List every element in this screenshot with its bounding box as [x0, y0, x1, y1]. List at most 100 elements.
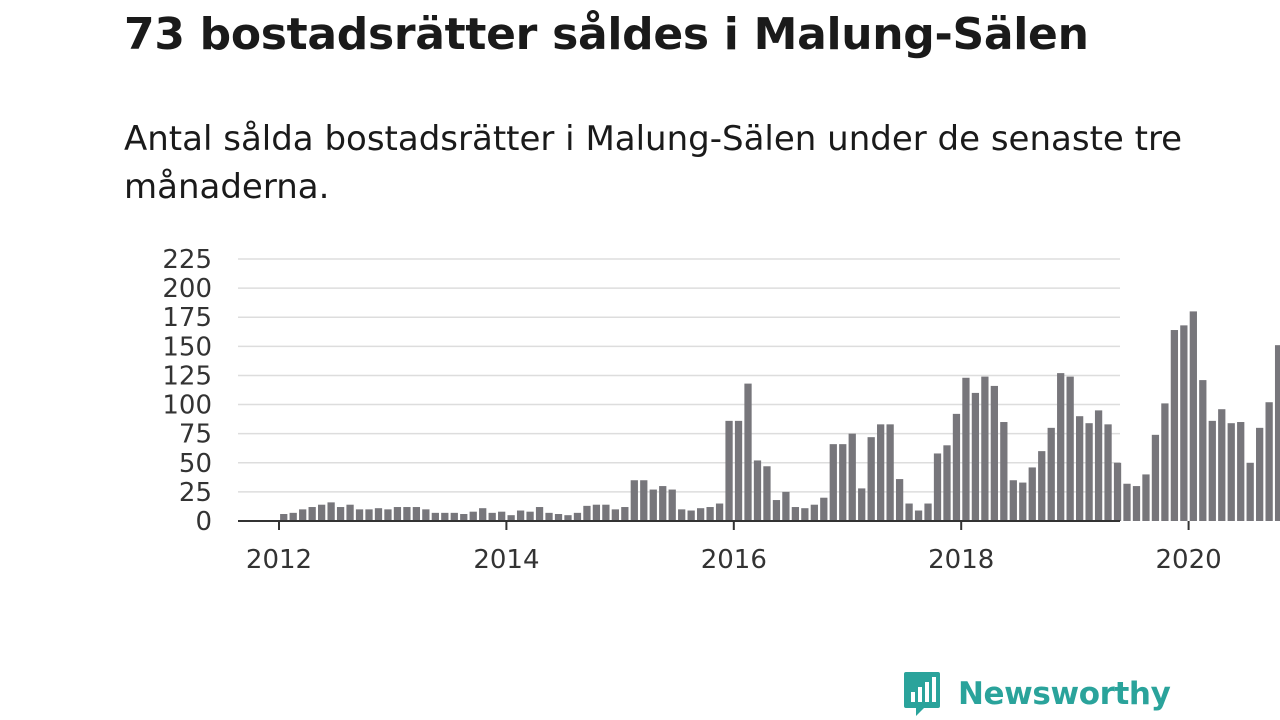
bar: [1142, 474, 1150, 521]
bar: [564, 515, 572, 521]
bar: [545, 512, 553, 521]
y-tick-label: 75: [179, 420, 212, 450]
y-tick-label: 50: [179, 449, 212, 479]
bar: [763, 466, 771, 521]
bar: [630, 480, 638, 521]
bar: [791, 507, 800, 521]
bar: [914, 510, 923, 521]
bar: [488, 512, 496, 521]
bar: [810, 504, 818, 521]
bar: [1028, 467, 1036, 521]
bar: [1246, 462, 1254, 521]
bar: [469, 511, 477, 521]
newsworthy-logo: Newsworthy: [902, 670, 1171, 718]
bar: [535, 507, 544, 521]
bar: [943, 445, 951, 521]
bar: [924, 503, 932, 521]
bar: [422, 509, 430, 521]
bar: [621, 507, 629, 521]
bar: [858, 488, 866, 521]
bar: [1274, 345, 1280, 521]
bar: [678, 509, 686, 521]
bar: [905, 503, 913, 521]
bar: [280, 514, 288, 521]
bar: [611, 509, 619, 521]
bar: [1237, 422, 1245, 521]
chart-subtitle: Antal sålda bostadsrätter i Malung-Sälen…: [124, 119, 1183, 207]
bar: [554, 514, 563, 521]
bar: [583, 505, 591, 521]
bar: [374, 508, 383, 521]
bar: [744, 383, 752, 521]
bar: [839, 444, 847, 521]
bar: [971, 392, 980, 521]
bar: [592, 504, 601, 521]
bar: [479, 508, 487, 521]
bar: [1256, 427, 1264, 521]
bar: [318, 504, 326, 521]
x-tick-label: 2012: [246, 545, 312, 575]
bar: [895, 479, 904, 521]
bar: [877, 424, 885, 521]
bar: [1038, 451, 1046, 521]
bar: [1132, 486, 1141, 521]
y-tick-label: 100: [162, 391, 212, 421]
bar: [715, 503, 724, 521]
y-tick-label: 125: [162, 361, 212, 391]
bar: [336, 507, 345, 521]
bar: [441, 512, 449, 521]
bar: [659, 486, 667, 521]
bar: [1161, 403, 1169, 521]
bar: [1113, 462, 1122, 521]
bar: [1094, 410, 1103, 521]
bar: [1047, 427, 1055, 521]
y-tick-label: 175: [162, 303, 212, 333]
bar: [526, 511, 534, 521]
bar: [1189, 311, 1197, 521]
bar-chart-logo-icon: [904, 672, 940, 716]
brand-name: Newsworthy: [958, 676, 1171, 712]
bar: [1000, 422, 1008, 521]
bar: [952, 413, 961, 521]
bar: [867, 437, 875, 521]
bar: [697, 508, 705, 521]
bar: [668, 489, 676, 521]
bar: [1009, 480, 1017, 521]
chart-title: 73 bostadsrätter såldes i Malung-Sälen: [124, 9, 1089, 60]
bar: [933, 453, 942, 521]
bar: [829, 444, 837, 521]
x-tick-label: 2016: [701, 545, 767, 575]
bar: [346, 504, 354, 521]
bar: [990, 385, 998, 521]
bar: [450, 512, 458, 521]
bar: [308, 507, 316, 521]
y-tick-label: 225: [162, 245, 212, 275]
bar: [1227, 423, 1235, 521]
y-tick-label: 0: [195, 507, 212, 537]
bar: [431, 512, 439, 521]
bar: [403, 507, 411, 521]
bar: [801, 508, 809, 521]
bar: [1265, 402, 1273, 521]
bar: [772, 500, 781, 521]
bar: [1085, 423, 1093, 521]
bar: [1019, 482, 1027, 521]
bar: [649, 489, 657, 521]
y-tick-label: 200: [162, 274, 212, 304]
bar: [1218, 409, 1226, 521]
bar: [848, 433, 856, 521]
bar: [1180, 325, 1188, 521]
y-tick-label: 25: [179, 478, 212, 508]
x-tick-label: 2014: [473, 545, 539, 575]
bar: [734, 420, 743, 521]
bar: [962, 377, 970, 521]
bar: [981, 376, 989, 521]
bar: [1170, 330, 1179, 521]
bar: [1104, 424, 1112, 521]
bar: [460, 514, 468, 521]
bar: [687, 510, 695, 521]
bar: [640, 480, 648, 521]
